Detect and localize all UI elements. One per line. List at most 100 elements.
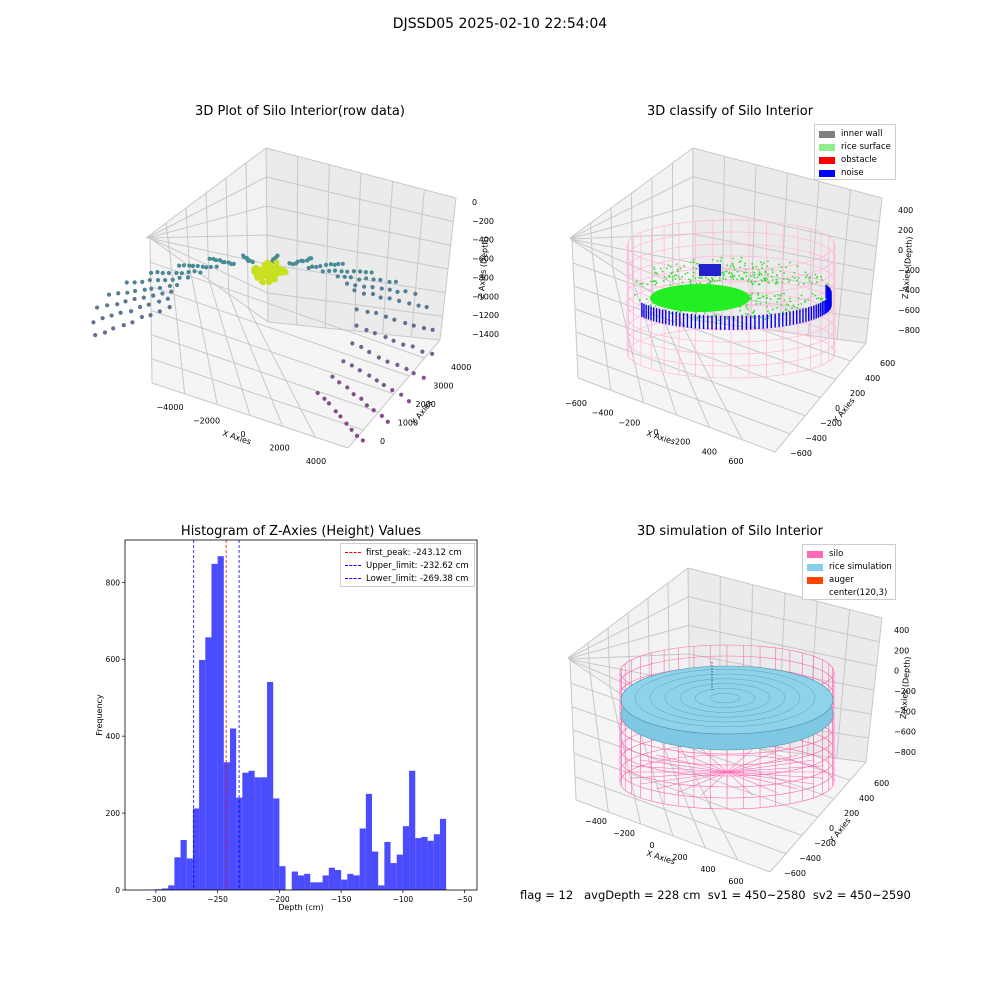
point-mark	[273, 259, 280, 266]
point-mark	[226, 260, 231, 265]
point-mark	[345, 269, 350, 274]
point-mark	[306, 265, 311, 271]
point-mark	[755, 265, 758, 268]
point-mark	[121, 323, 126, 328]
point-mark	[177, 263, 182, 268]
point-mark	[719, 260, 722, 262]
point-mark	[109, 313, 114, 318]
point-mark	[804, 299, 807, 302]
point-mark	[689, 279, 692, 282]
point-mark	[820, 275, 822, 278]
point-mark	[675, 263, 678, 265]
point-mark	[756, 276, 759, 279]
point-mark	[778, 263, 781, 266]
point-mark	[641, 282, 644, 285]
point-mark	[716, 260, 719, 262]
point-mark	[257, 275, 264, 282]
point-mark	[156, 299, 162, 304]
grid-line	[266, 176, 454, 223]
point-mark	[141, 295, 146, 300]
point-mark	[363, 269, 368, 275]
point-mark	[713, 314, 716, 317]
point-mark	[111, 326, 116, 331]
point-mark	[100, 316, 105, 321]
point-mark	[796, 307, 799, 310]
floor-pane	[572, 240, 866, 452]
point-mark	[667, 264, 670, 267]
point-mark	[163, 278, 168, 283]
x-tick-label: 400	[702, 447, 717, 456]
point-mark	[371, 408, 376, 413]
y-tick-label: −600	[784, 869, 806, 878]
point-mark	[814, 273, 817, 276]
histogram-bar	[162, 888, 169, 890]
point-mark	[758, 283, 761, 285]
point-mark	[359, 344, 364, 350]
point-mark	[710, 276, 713, 279]
point-mark	[804, 271, 807, 274]
histogram-bar	[433, 834, 440, 890]
point-mark	[791, 275, 794, 278]
point-mark	[804, 276, 807, 279]
point-mark	[403, 320, 408, 326]
point-mark	[764, 270, 767, 273]
y-tick-label: 0	[835, 404, 840, 413]
point-mark	[774, 283, 777, 285]
point-mark	[634, 293, 636, 296]
legend-item-obstacle: obstacle	[819, 154, 877, 166]
y-tick-label: 3000	[433, 382, 453, 391]
point-mark	[787, 309, 790, 312]
point-mark	[251, 265, 258, 272]
silo-floor-line	[726, 759, 814, 773]
y-tick-label: −400	[799, 854, 821, 863]
histogram-bar	[328, 867, 335, 890]
point-mark	[411, 323, 416, 328]
z-tick-label: −400	[472, 236, 494, 245]
grid-line	[688, 596, 880, 643]
point-mark	[140, 279, 145, 284]
legend-label: Lower_limit: -269.38 cm	[366, 573, 469, 584]
point-mark	[722, 277, 725, 280]
silo-floor-line	[726, 765, 824, 773]
point-mark	[739, 309, 742, 312]
grid-line	[188, 265, 218, 405]
point-mark	[740, 256, 743, 259]
point-mark	[669, 265, 672, 268]
point-mark	[345, 385, 350, 390]
x-tick-label: −200	[269, 895, 290, 904]
grid-line	[570, 176, 694, 239]
legend-label: auger	[829, 575, 854, 585]
legend-item-rice-surface: rice surface	[819, 141, 891, 153]
point-mark	[295, 259, 300, 264]
histogram-legend-item: Upper_limit: -232.62 cm	[345, 560, 469, 571]
point-mark	[696, 317, 699, 319]
point-mark	[142, 287, 147, 292]
point-mark	[105, 303, 110, 308]
rice-contour	[634, 668, 816, 728]
histogram-bar	[310, 882, 317, 890]
grid-line	[589, 673, 609, 813]
point-mark	[338, 414, 343, 419]
grid-line	[150, 261, 425, 359]
point-mark	[185, 275, 191, 280]
point-mark	[689, 282, 692, 285]
point-mark	[733, 268, 736, 271]
histogram-bar	[267, 681, 274, 890]
point-mark	[665, 267, 668, 270]
point-mark	[383, 334, 388, 340]
point-mark	[204, 265, 209, 270]
histogram-bar	[415, 838, 422, 890]
point-mark	[341, 359, 346, 364]
histogram-bar	[174, 857, 181, 890]
point-mark	[797, 297, 800, 300]
point-mark	[738, 275, 741, 277]
z-tick-label: 0	[898, 246, 903, 255]
x-tick-label: −400	[585, 817, 607, 826]
histogram-ylabel: Frequency	[95, 694, 104, 736]
legend-label: rice simulation	[829, 562, 892, 572]
point-mark	[200, 264, 205, 269]
point-mark	[745, 312, 747, 315]
histogram-bar	[365, 793, 373, 890]
point-mark	[675, 274, 678, 277]
grid-line	[574, 776, 787, 855]
